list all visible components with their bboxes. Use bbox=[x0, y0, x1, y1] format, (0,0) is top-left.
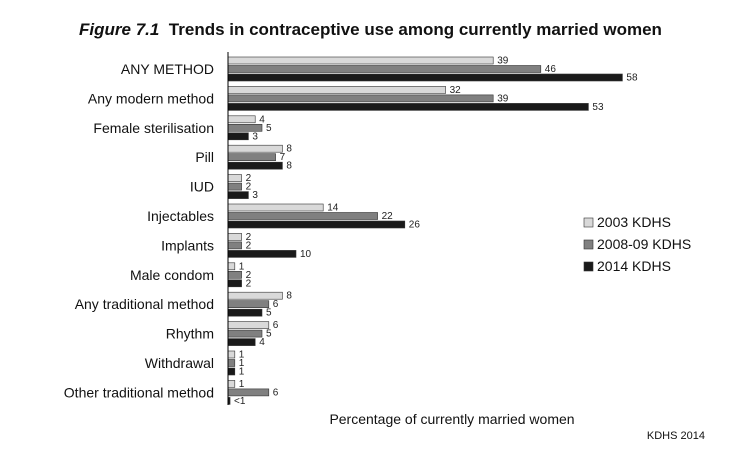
data-label-injectables-2008-09-kdhs: 22 bbox=[382, 211, 394, 222]
data-label-implants-2014-kdhs: 10 bbox=[300, 249, 312, 260]
data-label-withdrawal-2014-kdhs: 1 bbox=[239, 367, 245, 378]
bar-withdrawal-2008-09-kdhs bbox=[227, 359, 236, 367]
legend-swatch-2008-09-kdhs bbox=[583, 239, 594, 250]
category-label-any-traditional-method: Any traditional method bbox=[75, 296, 214, 312]
bar-other-traditional-method-2008-09-kdhs bbox=[227, 388, 270, 397]
bar-implants-2003-kdhs bbox=[227, 233, 242, 241]
data-label-iud-2008-09-kdhs: 2 bbox=[246, 182, 252, 193]
data-label-female-sterilisation-2008-09-kdhs: 5 bbox=[266, 123, 272, 134]
data-label-any-modern-method-2008-09-kdhs: 39 bbox=[497, 93, 509, 104]
bar-any-modern-method-2003-kdhs bbox=[227, 86, 446, 94]
bar-male-condom-2008-09-kdhs bbox=[227, 270, 242, 279]
bar-injectables-2008-09-kdhs bbox=[227, 212, 378, 220]
bar-any-method-2014-kdhs bbox=[227, 73, 623, 82]
data-label-rhythm-2008-09-kdhs: 5 bbox=[266, 329, 272, 340]
data-label-rhythm-2003-kdhs: 6 bbox=[273, 320, 279, 331]
data-label-implants-2008-09-kdhs: 2 bbox=[246, 240, 252, 251]
data-label-any-modern-method-2003-kdhs: 32 bbox=[450, 85, 462, 96]
data-label-pill-2003-kdhs: 8 bbox=[286, 144, 292, 155]
bar-any-traditional-method-2008-09-kdhs bbox=[227, 300, 270, 309]
source-note: KDHS 2014 bbox=[646, 430, 705, 442]
bar-injectables-2003-kdhs bbox=[227, 203, 324, 212]
bar-withdrawal-2003-kdhs bbox=[227, 350, 236, 359]
data-label-female-sterilisation-2003-kdhs: 4 bbox=[259, 114, 265, 125]
figure-title: Trends in contraceptive use among curren… bbox=[168, 20, 662, 39]
data-label-any-traditional-method-2008-09-kdhs: 6 bbox=[273, 299, 279, 310]
data-label-pill-2008-09-kdhs: 7 bbox=[280, 152, 286, 163]
bar-injectables-2014-kdhs bbox=[227, 220, 406, 229]
data-label-male-condom-2008-09-kdhs: 2 bbox=[246, 270, 252, 281]
data-label-female-sterilisation-2014-kdhs: 3 bbox=[252, 131, 258, 142]
category-label-any-modern-method: Any modern method bbox=[88, 90, 214, 106]
category-labels: ANY METHOD Any modern method Female steril… bbox=[64, 61, 214, 400]
legend-label-2008-09-kdhs: 2008-09 KDHS bbox=[597, 236, 691, 252]
data-label-implants-2003-kdhs: 2 bbox=[246, 232, 252, 243]
data-label-rhythm-2014-kdhs: 4 bbox=[259, 337, 265, 348]
category-label-iud: IUD bbox=[190, 179, 214, 195]
category-label-implants: Implants bbox=[161, 237, 214, 253]
chart-title: Figure 7.1 Trends in contraceptive use a… bbox=[0, 20, 741, 40]
bar-female-sterilisation-2014-kdhs bbox=[227, 132, 249, 141]
category-label-withdrawal: Withdrawal bbox=[145, 355, 214, 371]
category-label-injectables: Injectables bbox=[147, 208, 214, 224]
bar-rhythm-2008-09-kdhs bbox=[227, 329, 263, 338]
bar-implants-2014-kdhs bbox=[227, 250, 297, 258]
data-label-iud-2003-kdhs: 2 bbox=[246, 173, 252, 184]
data-label-other-traditional-method-2003-kdhs: 1 bbox=[239, 379, 245, 390]
category-label-rhythm: Rhythm bbox=[166, 326, 214, 342]
data-label-pill-2014-kdhs: 8 bbox=[286, 161, 292, 172]
bar-withdrawal-2014-kdhs bbox=[227, 367, 236, 376]
legend: 2003 KDHS 2008-09 KDHS 2014 KDHS bbox=[583, 214, 691, 274]
data-label-injectables-2003-kdhs: 14 bbox=[327, 203, 339, 214]
legend-label-2003-kdhs: 2003 KDHS bbox=[597, 214, 671, 230]
x-axis-label: Percentage of currently married women bbox=[329, 411, 574, 427]
bar-pill-2003-kdhs bbox=[227, 144, 283, 153]
data-label-any-method-2003-kdhs: 39 bbox=[497, 56, 509, 67]
data-label-other-traditional-method-2008-09-kdhs: 6 bbox=[273, 387, 279, 398]
bar-any-method-2008-09-kdhs bbox=[227, 65, 542, 73]
data-label-withdrawal-2008-09-kdhs: 1 bbox=[239, 358, 245, 369]
bar-iud-2014-kdhs bbox=[227, 191, 249, 199]
data-label-withdrawal-2003-kdhs: 1 bbox=[239, 350, 245, 361]
bar-female-sterilisation-2003-kdhs bbox=[227, 115, 256, 124]
data-label-injectables-2014-kdhs: 26 bbox=[409, 220, 421, 231]
legend-swatch-2014-kdhs bbox=[583, 261, 594, 272]
bar-rhythm-2014-kdhs bbox=[227, 338, 256, 346]
category-label-pill: Pill bbox=[195, 149, 214, 165]
data-label-male-condom-2003-kdhs: 1 bbox=[239, 261, 245, 272]
legend-label-2014-kdhs: 2014 KDHS bbox=[597, 258, 671, 274]
bars-layer: 3946583239534538782231422262210122865654… bbox=[227, 56, 638, 407]
category-label-other-traditional-method: Other traditional method bbox=[64, 384, 214, 400]
data-label-male-condom-2014-kdhs: 2 bbox=[246, 278, 252, 289]
bar-any-traditional-method-2014-kdhs bbox=[227, 308, 263, 317]
bar-male-condom-2003-kdhs bbox=[227, 262, 236, 271]
bar-any-traditional-method-2003-kdhs bbox=[227, 291, 283, 300]
bar-any-modern-method-2008-09-kdhs bbox=[227, 94, 494, 103]
category-label-female-sterilisation: Female sterilisation bbox=[93, 120, 214, 136]
data-label-any-traditional-method-2003-kdhs: 8 bbox=[286, 291, 292, 302]
bar-male-condom-2014-kdhs bbox=[227, 279, 242, 288]
data-label-any-traditional-method-2014-kdhs: 5 bbox=[266, 308, 272, 319]
data-label-any-modern-method-2014-kdhs: 53 bbox=[592, 102, 604, 113]
bar-pill-2008-09-kdhs bbox=[227, 153, 276, 161]
bar-implants-2008-09-kdhs bbox=[227, 241, 242, 250]
bar-female-sterilisation-2008-09-kdhs bbox=[227, 124, 263, 132]
bar-pill-2014-kdhs bbox=[227, 161, 283, 170]
bar-iud-2003-kdhs bbox=[227, 174, 242, 182]
data-label-any-method-2008-09-kdhs: 46 bbox=[545, 64, 557, 75]
category-label-any-method: ANY METHOD bbox=[121, 61, 214, 77]
figure-label: Figure 7.1 bbox=[79, 20, 160, 39]
data-label-other-traditional-method-2014-kdhs: <1 bbox=[234, 396, 246, 407]
bar-rhythm-2003-kdhs bbox=[227, 321, 270, 329]
bar-other-traditional-method-2003-kdhs bbox=[227, 380, 236, 388]
data-label-any-method-2014-kdhs: 58 bbox=[626, 73, 638, 84]
bar-iud-2008-09-kdhs bbox=[227, 182, 242, 191]
category-label-male-condom: Male condom bbox=[130, 267, 214, 283]
legend-swatch-2003-kdhs bbox=[583, 217, 594, 228]
bar-any-method-2003-kdhs bbox=[227, 56, 494, 65]
data-label-iud-2014-kdhs: 3 bbox=[252, 190, 258, 201]
bar-any-modern-method-2014-kdhs bbox=[227, 103, 589, 111]
